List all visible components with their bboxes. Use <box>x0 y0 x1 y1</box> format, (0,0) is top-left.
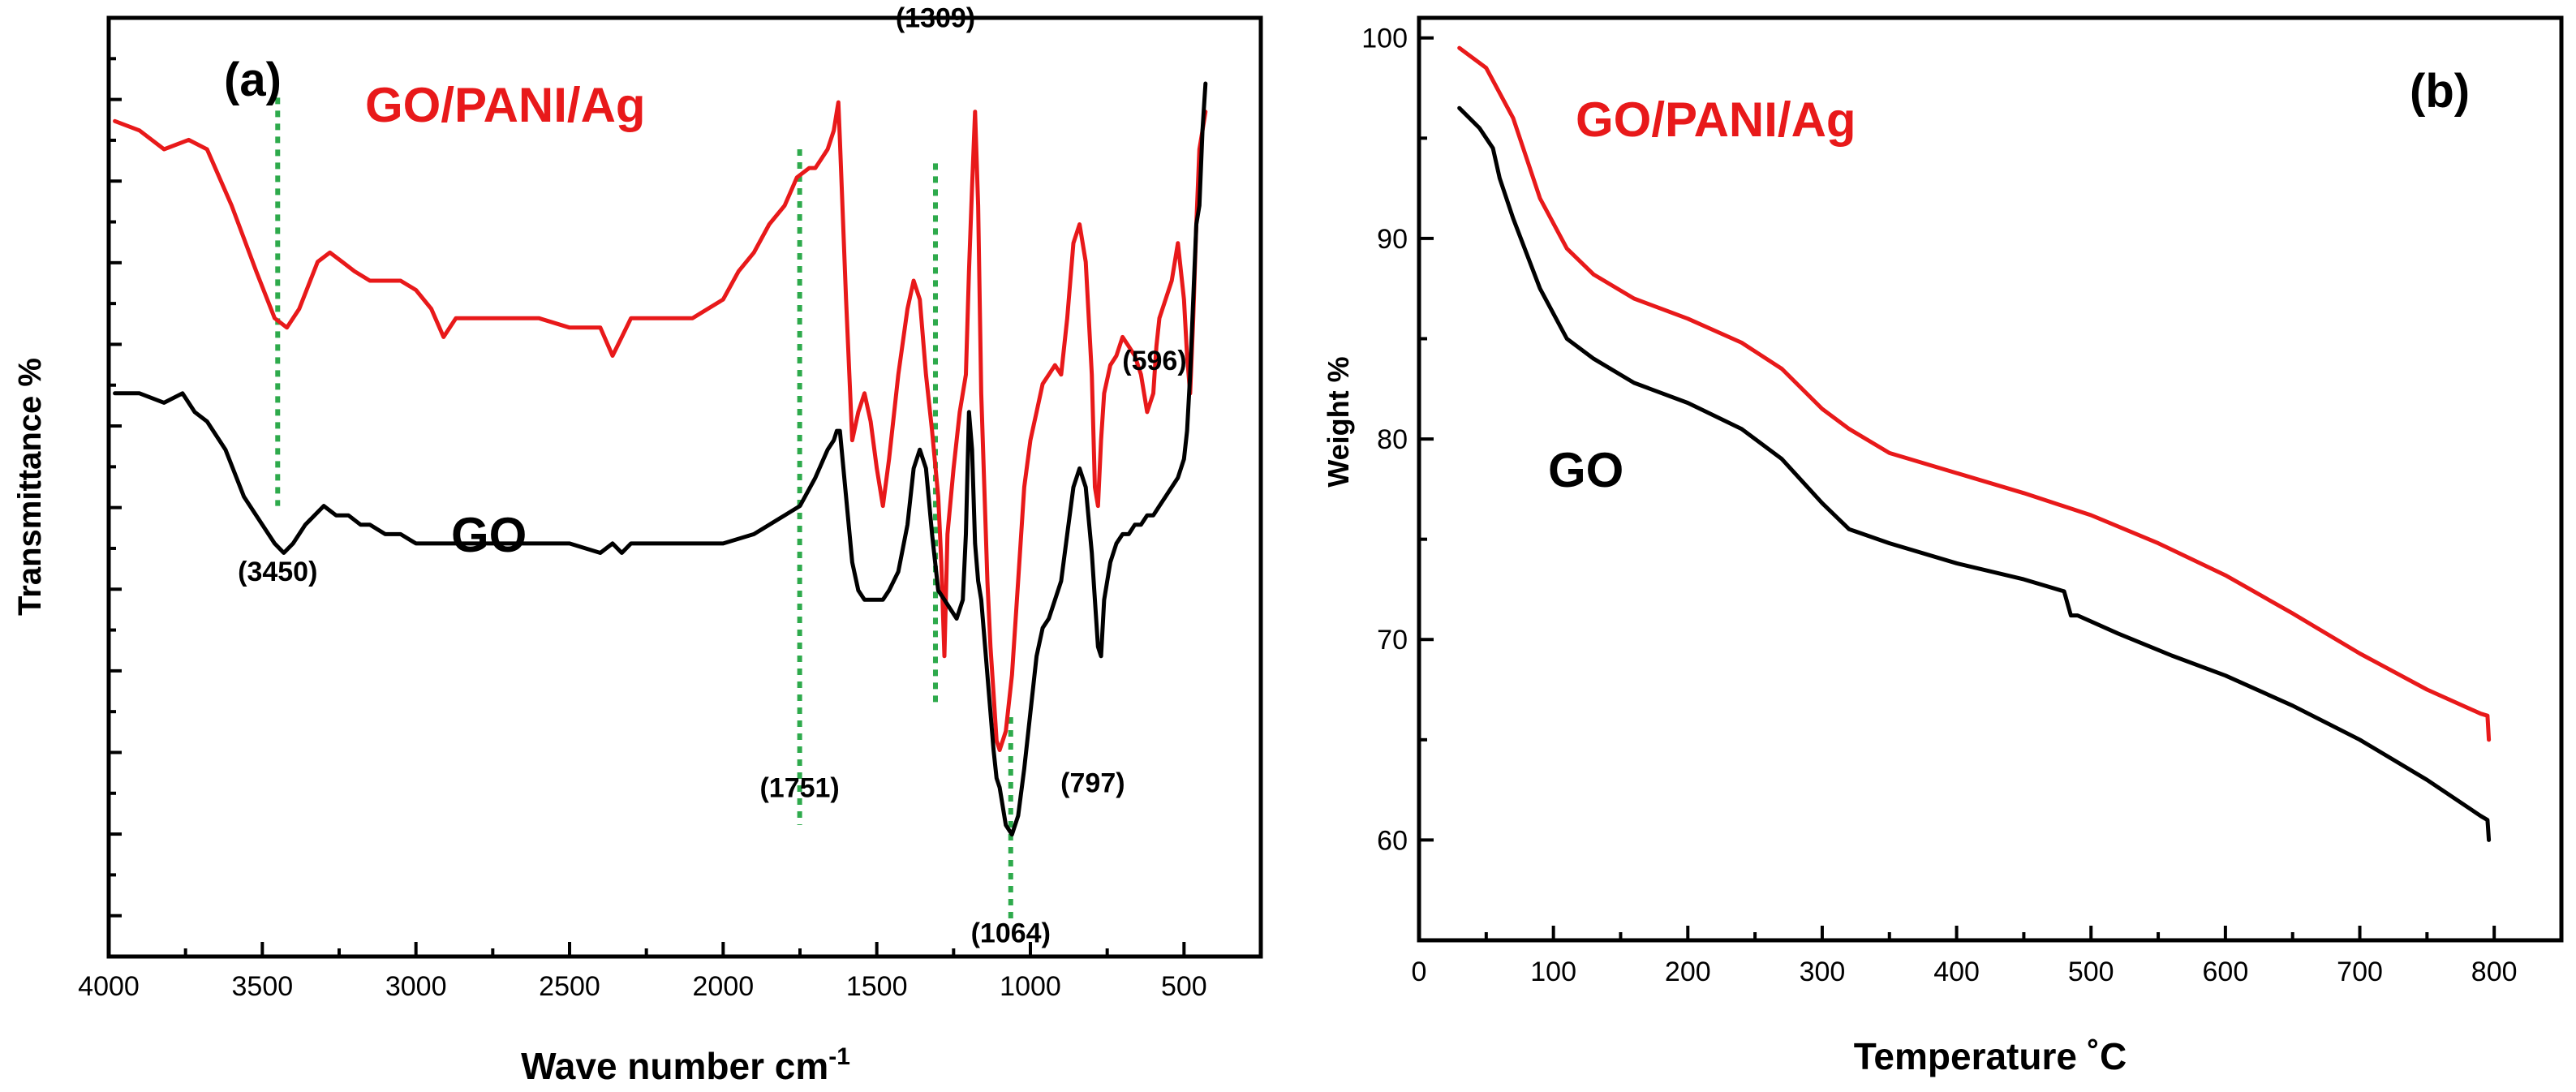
panel-b-x-tick-label: 100 <box>1530 957 1576 987</box>
panel-a-peak-label: (1064) <box>971 918 1051 949</box>
panel-a-peak-label: (797) <box>1060 768 1125 799</box>
panel-a-x-tick-label: 2500 <box>539 971 600 1002</box>
panel-a-curves <box>113 81 1208 837</box>
panel-a-x-tick-label: 1500 <box>846 971 908 1002</box>
panel-a-x-axis-label-sup: -1 <box>828 1043 850 1070</box>
panel-b-x-tick-label: 600 <box>2203 957 2249 987</box>
panel-a-plot-frame <box>106 15 1263 959</box>
panel-a-x-tick-label: 3500 <box>232 971 294 1002</box>
panel-b-y-tick-label: 70 <box>1377 625 1408 656</box>
panel-b-series-go <box>1457 105 2492 842</box>
panel-a-x-ticks: 4000 3500 3000 2500 2000 1500 1000 500 <box>78 942 1207 1002</box>
panel-a-x-tick-label: 500 <box>1161 971 1207 1002</box>
panel-b-y-ticks: 60 70 80 90 100 <box>1361 24 1434 856</box>
panel-b-y-tick-label: 90 <box>1377 224 1408 255</box>
panel-b-series-go-pani-ag <box>1457 45 2492 742</box>
panel-a-peak-label: (3450) <box>238 557 317 587</box>
panel-a: 4000 3500 3000 2500 2000 1500 1000 500 (a) GO/P… <box>12 3 1263 1087</box>
panel-b-x-tick-label: 700 <box>2337 957 2383 987</box>
panel-a-x-tick-label: 2000 <box>693 971 755 1002</box>
panel-a-peak-label: (1751) <box>759 772 839 803</box>
panel-a-series-label-go: GO <box>451 508 527 562</box>
panel-a-x-tick-label: 3000 <box>385 971 447 1002</box>
panel-b-label: (b) <box>2410 65 2470 118</box>
panel-a-peak-label: (596) <box>1122 346 1186 376</box>
panel-a-y-ticks <box>109 57 122 918</box>
panel-a-y-axis-label: Transmittance % <box>12 358 48 616</box>
panel-b-series-label-go-pani-ag: GO/PANI/Ag <box>1576 92 1856 147</box>
panel-b-plot-frame <box>1417 15 2564 943</box>
panel-a-x-tick-label: 4000 <box>78 971 140 1002</box>
panel-b-x-ticks: 0 100 200 300 400 500 600 700 800 <box>1412 926 2518 987</box>
panel-b-x-tick-label: 800 <box>2471 957 2518 987</box>
panel-a-x-axis-label: Wave number cm-1 <box>521 1043 850 1087</box>
panel-a-peak-label: (1309) <box>896 3 975 34</box>
panel-b-x-tick-label: 300 <box>1800 957 1846 987</box>
panel-a-series-go-pani-ag <box>113 100 1208 752</box>
panel-b-y-tick-label: 100 <box>1361 24 1408 54</box>
panel-b-x-tick-label: 0 <box>1412 957 1427 987</box>
panel-b-y-axis-label: Weight % <box>1322 356 1355 487</box>
panel-b-curves <box>1457 45 2492 842</box>
panel-a-x-tick-label: 1000 <box>1000 971 1061 1002</box>
panel-a-peak-markers <box>275 97 1013 919</box>
panel-b-x-tick-label: 500 <box>2068 957 2114 987</box>
panel-a-series-label-go-pani-ag: GO/PANI/Ag <box>365 78 646 132</box>
panel-b: 0 100 200 300 400 500 600 700 800 60 70 80 90 100 (b… <box>1322 15 2564 1077</box>
panel-b-x-axis-label: Temperature ˚C <box>1854 1035 2127 1077</box>
panel-b-x-tick-label: 400 <box>1933 957 1980 987</box>
panel-a-series-go <box>113 81 1208 837</box>
panel-b-x-tick-label: 200 <box>1665 957 1711 987</box>
panel-b-series-label-go: GO <box>1548 443 1623 497</box>
panel-a-label: (a) <box>224 54 282 106</box>
panel-b-y-tick-label: 80 <box>1377 424 1408 455</box>
panel-b-y-tick-label: 60 <box>1377 825 1408 856</box>
panel-a-peak-labels: (3450) (1751) (1309) (1064) (797) (596) <box>238 3 1187 949</box>
